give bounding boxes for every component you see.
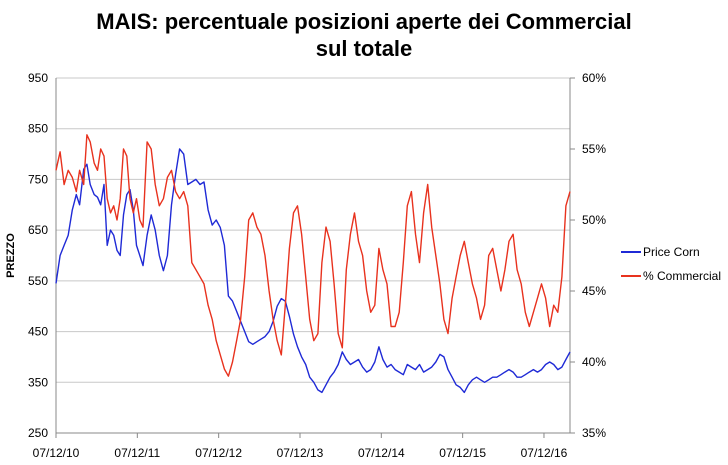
x-tick-label: 07/12/11 — [114, 446, 160, 460]
chart-title-line-1: MAIS: percentuale posizioni aperte dei C… — [96, 9, 632, 34]
legend-label: % Commercial — [643, 269, 721, 283]
y-tick-label: 450 — [28, 325, 48, 339]
x-tick-label: 07/12/10 — [33, 446, 80, 460]
y2-tick-label: 60% — [582, 71, 606, 85]
y-tick-label: 950 — [28, 71, 48, 85]
y-axis-title: PREZZO — [5, 233, 17, 278]
series-line-price-corn — [55, 148, 571, 394]
y-tick-label: 850 — [28, 122, 48, 136]
y2-tick-label: 40% — [582, 355, 606, 369]
legend-label: Price Corn — [643, 245, 700, 259]
y2-tick-label: 50% — [582, 213, 606, 227]
x-tick-label: 07/12/12 — [195, 446, 242, 460]
y-tick-label: 550 — [28, 274, 48, 288]
y2-tick-label: 35% — [582, 426, 606, 440]
x-tick-label: 07/12/15 — [439, 446, 486, 460]
x-tick-label: 07/12/13 — [277, 446, 324, 460]
y-tick-label: 650 — [28, 223, 48, 237]
y-tick-label: 250 — [28, 426, 48, 440]
x-tick-label: 07/12/16 — [521, 446, 568, 460]
y2-tick-label: 45% — [582, 284, 606, 298]
chart-title: MAIS: percentuale posizioni aperte dei C… — [0, 8, 728, 62]
y2-tick-label: 55% — [582, 142, 606, 156]
chart-title-line-2: sul totale — [315, 36, 413, 61]
x-tick-label: 07/12/14 — [358, 446, 405, 460]
y-tick-label: 750 — [28, 172, 48, 186]
y-tick-label: 350 — [28, 375, 48, 389]
series-line-commercial — [55, 134, 571, 377]
